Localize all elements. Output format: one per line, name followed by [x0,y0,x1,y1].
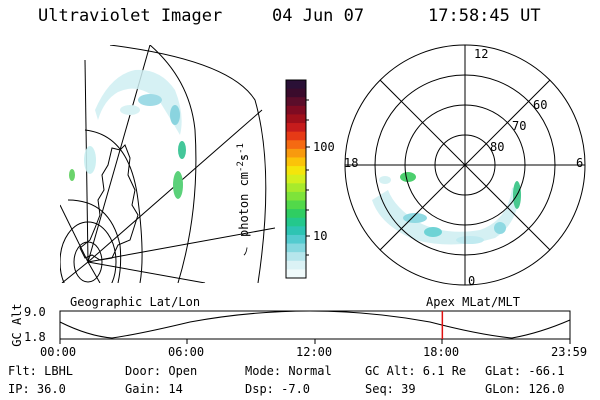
limb-arc [109,45,267,283]
lat-label-80: 80 [490,140,505,154]
colorbar-swatch [286,166,306,176]
x-tick-2359: 23:59 [551,345,588,359]
altitude-plot [59,310,571,344]
altitude-ymin: 1.8 [24,330,46,344]
coastline [79,144,139,261]
colorbar-swatch [286,243,306,253]
colorbar [286,80,306,279]
filter-info: Flt: LBHL [8,364,74,378]
colorbar-swatch [286,88,306,98]
altitude-ylabel: GC Alt [10,303,24,347]
instrument-title: Ultraviolet Imager [38,6,223,26]
altitude-ymax: 9.0 [24,305,46,319]
lat-label-60: 60 [533,98,548,112]
polar-plot [344,44,586,286]
x-tick-1800: 18:00 [423,345,460,359]
mlt-line-diag [379,79,551,251]
colorbar-swatch [286,80,306,90]
lon-line [87,261,101,283]
colorbar-swatch [286,252,306,262]
colorbar-swatch [286,148,306,158]
colorbar-label-unit: s [237,153,251,162]
mlt-label-12: 12 [474,47,489,61]
colorbar-tick-100: 100 [313,140,335,154]
colorbar-label: photon cm-2s-1 [236,143,251,237]
glon-info: GLon: 126.0 [485,382,565,396]
mode-info: Mode: Normal [245,364,332,378]
left-aurora [69,69,186,199]
lon-line [61,261,89,283]
colorbar-swatch [286,131,306,141]
colorbar-swatch [286,174,306,184]
mlt-label-6: 6 [576,156,584,170]
colorbar-swatch [286,226,306,236]
colorbar-swatch [286,183,306,193]
lat-arc [149,45,197,283]
map-glyph: ﾞ [241,156,246,168]
colorbar-swatch [286,234,306,245]
right-panel-label: Apex MLat/MLT [426,295,520,309]
lon-line [60,204,89,263]
colorbar-swatch [286,157,306,167]
lat-arc [84,129,143,283]
colorbar-swatch [286,200,306,210]
door-info: Door: Open [125,364,198,378]
x-tick-0000: 00:00 [40,345,77,359]
mlt-label-18: 18 [344,156,359,170]
glat-info: GLat: -66.1 [485,364,565,378]
lon-line [87,227,275,263]
colorbar-frame [285,79,307,279]
ip-info: IP: 36.0 [8,382,66,396]
colorbar-label-exp: -2 [236,161,246,172]
colorbar-swatch [286,123,306,133]
colorbar-swatch [286,260,306,270]
colorbar-label-text: photon cm [237,171,251,237]
lat-arc [67,199,122,283]
seq-info: Seq: 39 [365,382,416,396]
colorbar-swatch [286,209,306,219]
colorbar-swatch [286,105,306,115]
colorbar-tick-10: 10 [313,229,328,243]
colorbar-swatch [286,269,306,279]
colorbar-label-unit-exp: -1 [236,143,246,154]
left-panel-label: Geographic Lat/Lon [70,295,201,309]
lon-line [87,261,206,283]
dsp-info: Dsp: -7.0 [245,382,311,396]
colorbar-swatch [286,114,306,124]
x-tick-1200: 12:00 [296,345,333,359]
colorbar-swatch [286,217,306,227]
pole-circle [60,221,117,283]
mlt-label-0: 0 [468,274,476,288]
colorbar-swatch [286,97,306,107]
map-glyph: ﾉ [243,245,249,258]
colorbar-swatch [286,191,306,202]
time-label: 17:58:45 UT [428,6,541,26]
altitude-curve [59,310,571,339]
altitude-frame [59,310,571,340]
lat-label-70: 70 [512,119,527,133]
gc-alt-info: GC Alt: 6.1 Re [365,364,467,378]
colorbar-swatch [286,140,306,150]
gain-info: Gain: 14 [125,382,183,396]
date-label: 04 Jun 07 [272,6,365,26]
x-tick-0600: 06:00 [168,345,205,359]
